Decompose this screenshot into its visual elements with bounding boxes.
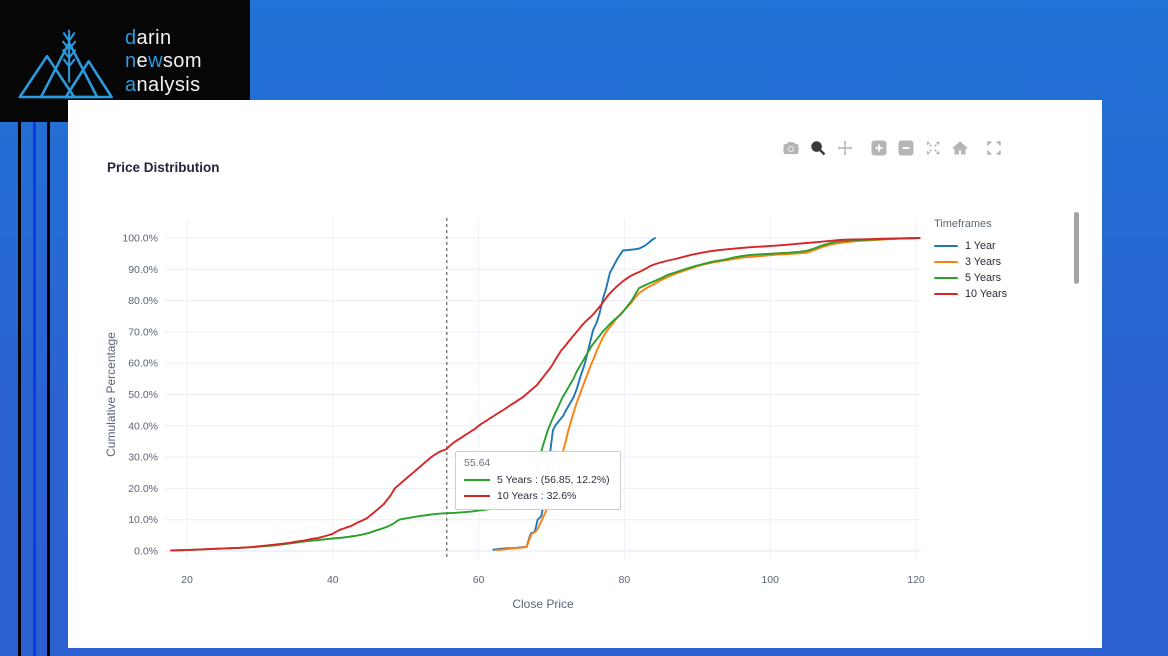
tooltip-x-value: 55.64 bbox=[464, 457, 491, 469]
legend-items: 1 Year 3 Years 5 Years 10 Years bbox=[934, 238, 1007, 302]
legend-item-5-years[interactable]: 5 Years bbox=[934, 270, 1007, 286]
zoom-in-icon[interactable] bbox=[871, 140, 887, 156]
zoom-icon[interactable] bbox=[810, 140, 826, 156]
y-tick-label: 0.0% bbox=[134, 546, 158, 558]
logo-line-2: newsom bbox=[125, 50, 202, 73]
pan-icon[interactable] bbox=[837, 140, 853, 156]
y-axis-title: Cumulative Percentage bbox=[104, 332, 118, 457]
series-color-swatch bbox=[464, 478, 490, 482]
autoscale-icon[interactable] bbox=[925, 140, 941, 156]
y-tick-label: 60.0% bbox=[128, 358, 158, 370]
legend-item-3-years[interactable]: 3 Years bbox=[934, 254, 1007, 270]
series-line-10-years[interactable] bbox=[170, 237, 921, 552]
logo-line-1: darin bbox=[125, 26, 172, 49]
tooltip-row: 10 Years : 32.6% bbox=[464, 490, 610, 502]
modebar bbox=[772, 140, 1002, 156]
x-tick-label: 60 bbox=[473, 574, 485, 586]
chart-title: Price Distribution bbox=[107, 160, 220, 175]
y-tick-label: 80.0% bbox=[128, 295, 158, 307]
legend-swatch bbox=[934, 292, 958, 296]
y-tick-label: 100.0% bbox=[122, 233, 158, 245]
y-tick-label: 20.0% bbox=[128, 483, 158, 495]
tooltip-row: 5 Years : (56.85, 12.2%) bbox=[464, 474, 610, 486]
x-tick-label: 120 bbox=[907, 574, 925, 586]
legend-swatch bbox=[934, 260, 958, 264]
series-color-swatch bbox=[464, 494, 490, 498]
series-line-5-years[interactable] bbox=[170, 237, 921, 552]
y-tick-label: 90.0% bbox=[128, 264, 158, 276]
tooltip-row-label: 5 Years : (56.85, 12.2%) bbox=[497, 474, 610, 486]
camera-download-plot-icon[interactable] bbox=[783, 140, 799, 156]
home-reset-axes-icon[interactable] bbox=[952, 140, 968, 156]
x-tick-label: 80 bbox=[619, 574, 631, 586]
zoom-out-icon[interactable] bbox=[898, 140, 914, 156]
x-tick-label: 20 bbox=[181, 574, 193, 586]
legend-item-10-years[interactable]: 10 Years bbox=[934, 286, 1007, 302]
logo-line-3: analysis bbox=[125, 73, 201, 96]
legend-item-1-year[interactable]: 1 Year bbox=[934, 238, 1007, 254]
legend-swatch bbox=[934, 244, 958, 248]
legend-label: 5 Years bbox=[965, 272, 1002, 284]
legend-swatch bbox=[934, 276, 958, 280]
legend-label: 1 Year bbox=[965, 240, 996, 252]
legend-scrollbar-thumb[interactable] bbox=[1074, 212, 1079, 284]
logo-wordmark: darin newsom analysis bbox=[125, 27, 202, 98]
tooltip-row-label: 10 Years : 32.6% bbox=[497, 490, 577, 502]
y-tick-label: 10.0% bbox=[128, 514, 158, 526]
chart-card: Price Distribution bbox=[68, 100, 1102, 648]
mountains-wheat-logo-icon bbox=[18, 29, 113, 99]
vertical-stripe-black-2 bbox=[47, 122, 50, 656]
legend-label: 10 Years bbox=[965, 288, 1008, 300]
y-tick-label: 70.0% bbox=[128, 326, 158, 338]
x-axis-title: Close Price bbox=[512, 597, 574, 611]
plot-area[interactable]: 0.0% 10.0% 20.0% 30.0% 40.0% 50.0% 60.0% 70.0% 8… bbox=[68, 100, 1102, 648]
hover-tooltip: 55.64 5 Years : (56.85, 12.2%) 10 Years … bbox=[455, 451, 621, 510]
x-tick-label: 100 bbox=[761, 574, 779, 586]
legend-label: 3 Years bbox=[965, 256, 1002, 268]
y-tick-label: 40.0% bbox=[128, 420, 158, 432]
x-tick-label: 40 bbox=[327, 574, 339, 586]
legend-title: Timeframes bbox=[934, 218, 992, 230]
vertical-stripe-blue bbox=[33, 122, 36, 656]
fullscreen-icon[interactable] bbox=[986, 140, 1002, 156]
vertical-stripe-black-1 bbox=[18, 122, 21, 656]
legend: Timeframes 1 Year 3 Years 5 Years 10 Years bbox=[934, 218, 1007, 302]
y-tick-label: 30.0% bbox=[128, 452, 158, 464]
y-tick-label: 50.0% bbox=[128, 389, 158, 401]
